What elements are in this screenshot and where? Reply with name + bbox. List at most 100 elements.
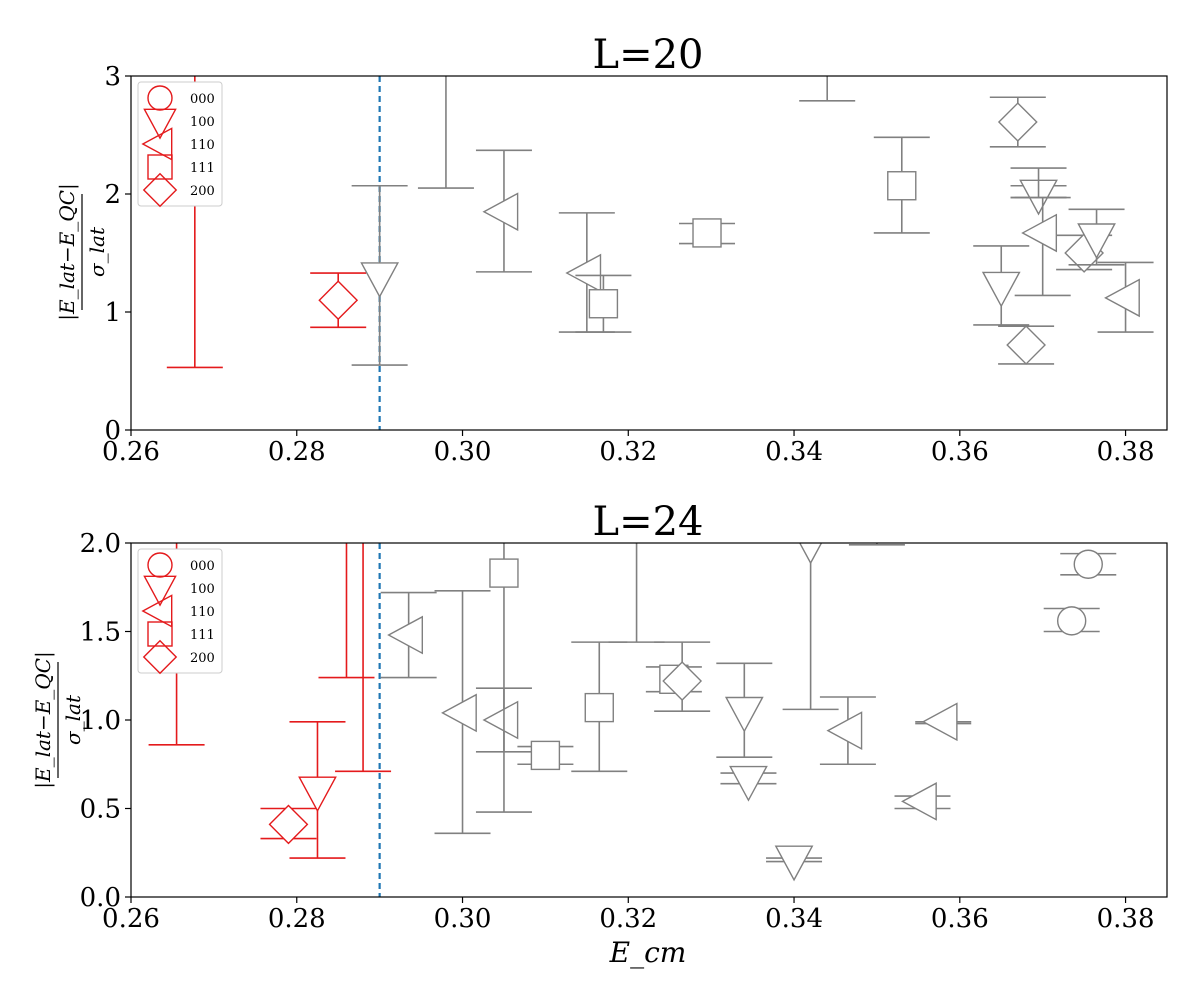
- legend-label: 100: [190, 115, 215, 130]
- marker-triangle-left: [141, 127, 173, 161]
- x-tick-label: 0.32: [599, 437, 657, 467]
- x-tick-label: 0.38: [1097, 437, 1155, 467]
- y-tick-label: 0.0: [80, 883, 121, 913]
- legend: 000 100 110 111 200: [137, 81, 223, 208]
- marker-triangle-left: [387, 615, 423, 655]
- legend-label: 110: [190, 138, 215, 153]
- data-point: [915, 702, 972, 742]
- legend-label: 111: [190, 161, 215, 176]
- marker-triangle-down: [798, 543, 823, 565]
- x-tick-label: 0.26: [102, 437, 160, 467]
- data-point: [260, 804, 317, 845]
- data-point: [1060, 549, 1117, 579]
- y-axis-label: |E_lat−E_QC| σ_lat: [31, 651, 85, 789]
- legend-label: 200: [190, 184, 215, 199]
- data-point: [575, 274, 632, 333]
- data-point: [1010, 167, 1067, 199]
- x-tick-label: 0.28: [268, 437, 326, 467]
- data-point: [679, 218, 736, 248]
- data-point: [475, 543, 532, 813]
- data-point: [380, 591, 437, 679]
- x-tick-label: 0.38: [1097, 904, 1155, 934]
- marker-triangle-left: [1021, 213, 1058, 253]
- plot-area: [166, 76, 1154, 430]
- legend-label: 111: [190, 628, 215, 643]
- data-point: [973, 245, 1030, 326]
- data-point: [989, 96, 1046, 148]
- marker-triangle-left: [482, 192, 519, 232]
- data-point: [848, 543, 905, 546]
- data-point: [720, 765, 777, 802]
- y-tick-label: 1: [104, 298, 121, 328]
- y-tick-label: 2.0: [80, 529, 121, 559]
- panel-title: L=20: [593, 32, 704, 78]
- legend-label: 000: [190, 559, 215, 574]
- marker-square: [692, 218, 722, 248]
- marker-triangle-down: [774, 845, 814, 882]
- marker-triangle-down: [360, 262, 400, 299]
- x-tick-label: 0.34: [765, 904, 823, 934]
- marker-triangle-down: [729, 765, 768, 802]
- legend: 000 100 110 111 200: [137, 548, 223, 675]
- marker-triangle-left: [1104, 278, 1140, 318]
- marker-triangle-down: [724, 696, 764, 733]
- data-point: [310, 272, 367, 329]
- data-point: [417, 76, 474, 189]
- data-point: [289, 720, 346, 859]
- data-point: [873, 136, 930, 234]
- marker-diamond: [142, 172, 178, 208]
- y-tick-label: 0: [104, 416, 121, 446]
- marker-triangle-down: [143, 575, 177, 607]
- y-tick-label: 1.5: [80, 618, 121, 648]
- data-point: [517, 740, 574, 771]
- x-axis-label: E_cm: [609, 936, 687, 969]
- x-tick-label: 0.28: [268, 904, 326, 934]
- marker-square: [147, 154, 173, 180]
- marker-diamond: [318, 280, 359, 321]
- legend-label: 100: [190, 582, 215, 597]
- x-tick-label: 0.32: [599, 904, 657, 934]
- legend-label: 200: [190, 651, 215, 666]
- panel-l24: L=24 |E_lat−E_QC| σ_lat 0.26 0.28 0.30 0.32…: [31, 499, 1168, 969]
- data-point: [335, 543, 392, 773]
- marker-square: [489, 558, 519, 588]
- panel-title: L=24: [593, 499, 704, 545]
- data-point: [1014, 196, 1071, 297]
- data-point: [1043, 606, 1100, 636]
- data-point: [608, 543, 665, 643]
- marker-square: [588, 289, 619, 319]
- legend-label: 110: [190, 605, 215, 620]
- marker-circle: [1073, 549, 1103, 579]
- y-axis-label-denominator: σ_lat: [85, 226, 109, 277]
- data-point: [351, 184, 408, 366]
- data-point: [819, 696, 876, 766]
- y-tick-label: 2: [104, 180, 121, 210]
- marker-triangle-down: [298, 776, 337, 813]
- marker-diamond: [142, 639, 178, 675]
- marker-triangle-left: [482, 700, 519, 740]
- marker-triangle-down: [143, 108, 177, 140]
- marker-triangle-left: [141, 594, 173, 628]
- y-tick-label: 3: [104, 62, 121, 92]
- marker-triangle-left: [826, 711, 863, 750]
- marker-triangle-left: [921, 702, 958, 742]
- marker-triangle-left: [565, 253, 602, 293]
- y-tick-label: 0.5: [80, 795, 121, 825]
- panel-l20: L=20 |E_lat−E_QC| σ_lat 0.26 0.28 0.30 0.32…: [55, 32, 1168, 467]
- x-tick-label: 0.30: [434, 904, 492, 934]
- marker-square: [887, 171, 917, 201]
- data-point: [799, 76, 856, 102]
- data-point: [782, 543, 839, 711]
- data-point: [894, 782, 951, 821]
- data-point: [1097, 261, 1154, 333]
- x-tick-label: 0.26: [102, 904, 160, 934]
- y-tick-label: 1.0: [80, 706, 121, 736]
- x-tick-label: 0.36: [931, 437, 989, 467]
- marker-square: [584, 692, 614, 723]
- data-point: [716, 662, 773, 758]
- data-point: [475, 149, 532, 273]
- y-axis-label-denominator: σ_lat: [61, 694, 85, 745]
- x-tick-label: 0.30: [434, 437, 492, 467]
- marker-square: [147, 621, 173, 647]
